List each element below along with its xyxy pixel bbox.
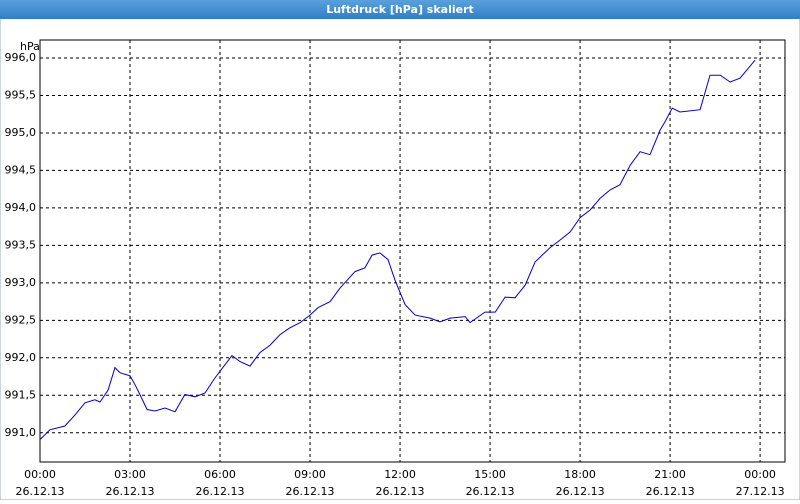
x-tick-label: 09:00 <box>294 468 326 481</box>
y-tick-label: 991,5 <box>5 388 37 401</box>
x-tick-label: 21:00 <box>654 468 686 481</box>
y-tick-label: 995,5 <box>5 88 37 101</box>
y-tick-label: 996,0 <box>5 51 37 64</box>
y-tick-label: 995,0 <box>5 126 37 139</box>
y-tick-label: 993,0 <box>5 276 37 289</box>
y-tick-label: 993,5 <box>5 238 37 251</box>
x-tick-label: 18:00 <box>564 468 596 481</box>
x-tick-label: 15:00 <box>474 468 506 481</box>
chart-title: Luftdruck [hPa] skaliert <box>326 3 474 16</box>
y-tick-label: 994,0 <box>5 201 37 214</box>
x-tick-label: 12:00 <box>384 468 416 481</box>
x-tick-label: 03:00 <box>114 468 146 481</box>
x-tick-date: 26.12.13 <box>16 485 65 498</box>
data-line <box>39 59 756 440</box>
x-tick-date: 27.12.13 <box>736 485 785 498</box>
x-tick-label: 00:00 <box>744 468 776 481</box>
x-tick-date: 26.12.13 <box>646 485 695 498</box>
y-tick-label: 994,5 <box>5 163 37 176</box>
x-tick-date: 26.12.13 <box>106 485 155 498</box>
x-tick-date: 26.12.13 <box>286 485 335 498</box>
x-tick-label: 00:00 <box>24 468 56 481</box>
x-tick-date: 26.12.13 <box>556 485 605 498</box>
x-tick-date: 26.12.13 <box>196 485 245 498</box>
title-bar <box>0 0 800 19</box>
y-tick-label: 991,0 <box>5 426 37 439</box>
y-tick-label: 992,5 <box>5 313 37 326</box>
x-tick-date: 26.12.13 <box>466 485 515 498</box>
y-axis-label: hPa <box>20 40 40 53</box>
y-tick-label: 992,0 <box>5 351 37 364</box>
x-tick-date: 26.12.13 <box>376 485 425 498</box>
x-tick-label: 06:00 <box>204 468 236 481</box>
